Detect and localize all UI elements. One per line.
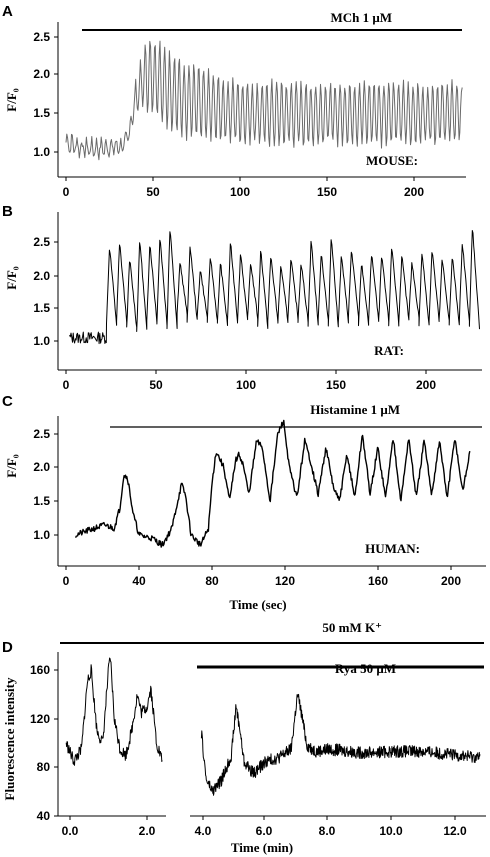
panel-b-y-axis-title: F/F₀ xyxy=(4,266,19,289)
panel-b-y-tick-label: 2.5 xyxy=(33,235,50,249)
panel-d-x-tick-label: 6.0 xyxy=(256,824,273,838)
panel-b-x-tick-label: 50 xyxy=(149,378,163,392)
panel-b-rat-trace xyxy=(69,230,480,345)
panel-c-y-axis-title: F/F₀ xyxy=(4,454,19,477)
panel-a-y-tick-label: 2.0 xyxy=(33,67,50,81)
panel-c-human-trace xyxy=(74,419,471,548)
panel-b-y-tick-label: 2.0 xyxy=(33,269,50,283)
panel-b-x-tick-label: 150 xyxy=(326,378,346,392)
panel-d-potassium-label: 50 mM K⁺ xyxy=(322,620,382,635)
panel-d-letter: D xyxy=(2,639,13,656)
panel-c-x-tick-label: 200 xyxy=(441,574,461,588)
panel-a-y-tick-label: 1.0 xyxy=(33,145,50,159)
panel-d-x-axis-title: Time (min) xyxy=(231,840,293,855)
panel-a-y-tick-label: 1.5 xyxy=(33,106,50,120)
panel-d-y-tick-label: 120 xyxy=(30,712,50,726)
panel-c-x-tick-label: 40 xyxy=(132,574,146,588)
panel-c-stimulus-label: Histamine 1 μM xyxy=(310,402,400,417)
panel-b: B RAT: F/F₀ 1.0 1.5 2.0 2.5 0 50 100 150… xyxy=(2,203,482,392)
panel-a-letter: A xyxy=(2,3,13,20)
panel-d-y-tick-label: 40 xyxy=(37,809,51,823)
panel-b-species-label: RAT: xyxy=(374,343,404,358)
panel-a-stimulus-label: MCh 1 μM xyxy=(330,10,392,25)
panel-c-letter: C xyxy=(2,393,13,410)
panel-a: A MCh 1 μM MOUSE: F/F₀ 1.0 1.5 2.0 2.5 0… xyxy=(2,3,466,199)
panel-c-y-ticks: 1.0 1.5 2.0 2.5 xyxy=(33,427,58,542)
panel-c-species-label: HUMAN: xyxy=(365,541,420,556)
panel-b-y-tick-label: 1.5 xyxy=(33,301,50,315)
panel-c-y-tick-label: 1.0 xyxy=(33,528,50,542)
panel-a-x-tick-label: 0 xyxy=(63,185,70,199)
panel-d-y-tick-label: 80 xyxy=(37,760,51,774)
panel-c-x-axis-title: Time (sec) xyxy=(229,597,286,612)
panel-d-x-ticks: 0.0 2.0 4.0 6.0 8.0 10.0 12.0 xyxy=(62,816,467,838)
panel-d-y-ticks: 40 80 120 160 xyxy=(30,663,58,823)
panel-a-x-ticks: 0 50 100 150 200 xyxy=(63,177,424,199)
panel-c-y-tick-label: 2.0 xyxy=(33,460,50,474)
panel-c-y-tick-label: 1.5 xyxy=(33,494,50,508)
panel-a-x-tick-label: 100 xyxy=(230,185,250,199)
panel-c: C Histamine 1 μM HUMAN: F/F₀ 1.0 1.5 2.0… xyxy=(2,393,486,612)
panel-a-x-tick-label: 50 xyxy=(146,185,160,199)
panel-d-x-tick-label: 0.0 xyxy=(62,824,79,838)
panel-b-y-tick-label: 1.0 xyxy=(33,334,50,348)
panel-a-y-tick-label: 2.5 xyxy=(33,30,50,44)
panel-d-x-tick-label: 2.0 xyxy=(139,824,156,838)
panel-b-x-tick-label: 200 xyxy=(416,378,436,392)
panel-d-x-tick-label: 12.0 xyxy=(443,824,467,838)
panel-a-x-tick-label: 200 xyxy=(404,185,424,199)
panel-a-y-axis-title: F/F₀ xyxy=(4,88,19,111)
panel-c-y-tick-label: 2.5 xyxy=(33,427,50,441)
panel-d-x-tick-label: 8.0 xyxy=(319,824,336,838)
panel-d: D 50 mM K⁺ Rya 50 μM Fluorescence intens… xyxy=(2,620,486,855)
panel-d-y-tick-label: 160 xyxy=(30,663,50,677)
panel-a-x-tick-label: 150 xyxy=(317,185,337,199)
panel-d-y-axis-title: Fluorescence intensity xyxy=(2,677,17,800)
panel-d-x-tick-label: 4.0 xyxy=(195,824,212,838)
panel-d-x-tick-label: 10.0 xyxy=(379,824,403,838)
panel-a-y-ticks: 1.0 1.5 2.0 2.5 xyxy=(33,30,58,159)
panel-d-trace-potassium xyxy=(65,657,163,766)
panel-a-species-label: MOUSE: xyxy=(366,153,418,168)
panel-b-x-tick-label: 100 xyxy=(236,378,256,392)
panel-b-letter: B xyxy=(2,203,13,220)
panel-c-x-tick-label: 80 xyxy=(205,574,219,588)
panel-b-x-ticks: 0 50 100 150 200 xyxy=(63,370,436,392)
panel-c-x-tick-label: 120 xyxy=(275,574,295,588)
panel-b-y-ticks: 1.0 1.5 2.0 2.5 xyxy=(33,235,58,348)
panel-a-mouse-trace xyxy=(65,40,463,161)
panel-d-trace-ryanodine xyxy=(200,693,481,796)
panel-c-x-ticks: 0 40 80 120 160 200 xyxy=(63,566,461,588)
panel-c-x-tick-label: 160 xyxy=(368,574,388,588)
panel-b-x-tick-label: 0 xyxy=(63,378,70,392)
panel-c-x-tick-label: 0 xyxy=(63,574,70,588)
